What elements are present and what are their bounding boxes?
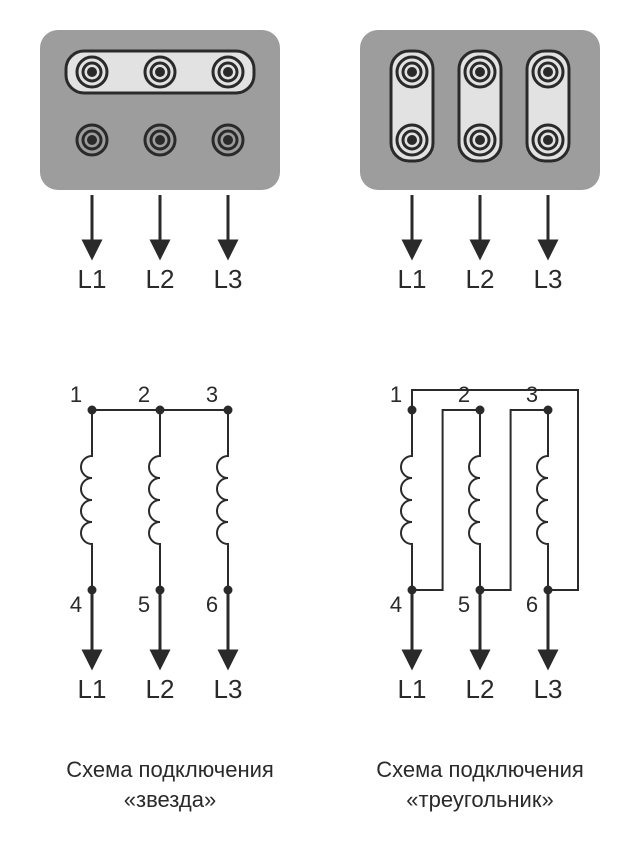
svg-text:L1: L1: [398, 674, 427, 704]
svg-text:2: 2: [138, 382, 150, 407]
svg-text:1: 1: [390, 382, 402, 407]
svg-text:L3: L3: [214, 264, 243, 294]
svg-text:5: 5: [458, 592, 470, 617]
svg-text:4: 4: [390, 592, 402, 617]
svg-text:6: 6: [206, 592, 218, 617]
svg-text:L3: L3: [534, 674, 563, 704]
caption-star-line1: Схема подключения: [66, 757, 274, 782]
svg-text:L1: L1: [78, 674, 107, 704]
svg-text:L2: L2: [466, 264, 495, 294]
svg-text:L2: L2: [146, 264, 175, 294]
svg-text:L1: L1: [78, 264, 107, 294]
caption-delta-line2: «треугольник»: [406, 787, 553, 812]
svg-text:6: 6: [526, 592, 538, 617]
svg-text:1: 1: [70, 382, 82, 407]
svg-text:L3: L3: [214, 674, 243, 704]
svg-text:L2: L2: [466, 674, 495, 704]
page: L1 L2 L3 L1 L2 L3 1 4 L1 2 5 L2 3 6 L3 1 4 L1 2 5 L2 3 6 L3 Схе…: [0, 0, 640, 860]
caption-delta-line1: Схема подключения: [376, 757, 584, 782]
svg-text:4: 4: [70, 592, 82, 617]
diagram-svg: L1 L2 L3 L1 L2 L3 1 4 L1 2 5 L2 3 6 L3 1 4 L1 2 5 L2 3 6 L3: [0, 0, 640, 860]
svg-text:L2: L2: [146, 674, 175, 704]
caption-star: Схема подключения «звезда»: [30, 755, 310, 814]
svg-text:L3: L3: [534, 264, 563, 294]
caption-delta: Схема подключения «треугольник»: [340, 755, 620, 814]
svg-text:3: 3: [206, 382, 218, 407]
caption-star-line2: «звезда»: [124, 787, 216, 812]
svg-text:5: 5: [138, 592, 150, 617]
svg-text:L1: L1: [398, 264, 427, 294]
svg-text:3: 3: [526, 382, 538, 407]
svg-text:2: 2: [458, 382, 470, 407]
